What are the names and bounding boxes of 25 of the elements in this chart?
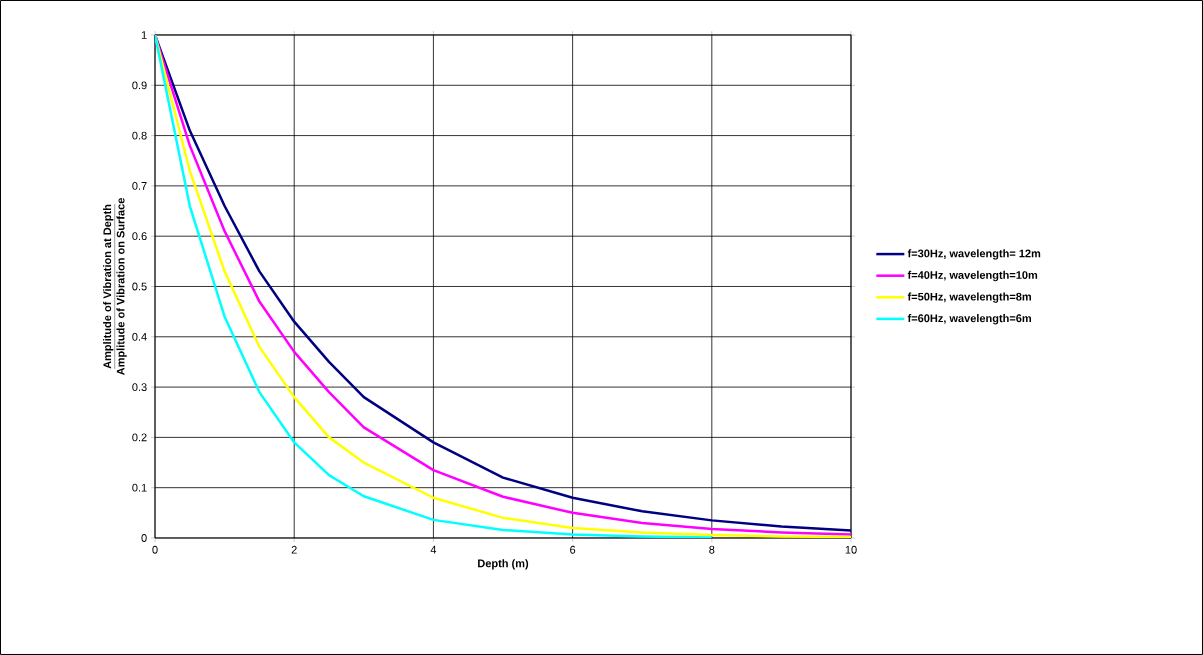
y-tick-label: 0	[141, 534, 147, 542]
y-tick-label: 0.1	[132, 483, 147, 492]
y-axis-title: Amplitude of Vibration at Depth	[103, 204, 114, 369]
y-tick-label: 0.8	[132, 131, 147, 140]
legend-label: f=40Hz, wavelength=10m	[907, 270, 1038, 282]
y-tick-label: 1	[141, 31, 147, 39]
x-tick-label: 0	[152, 545, 158, 554]
y-tick-label: 0.2	[132, 433, 147, 442]
y-tick-label: 0.4	[132, 332, 147, 341]
legend-label: f=50Hz, wavelength=8m	[907, 292, 1031, 303]
x-tick-label: 2	[291, 545, 297, 554]
x-tick-label: 8	[709, 545, 715, 554]
y-tick-label: 0.7	[132, 181, 147, 190]
legend-label: f=30Hz, wavelength= 12m	[907, 249, 1041, 260]
x-axis-title: Depth (m)	[478, 559, 529, 570]
legend-label: f=60Hz, wavelength=6m	[907, 314, 1031, 325]
line-series	[155, 34, 714, 538]
y-tick-label: 0.6	[132, 232, 147, 241]
y-tick-label: 0.9	[132, 81, 147, 90]
x-tick-label: 4	[430, 545, 437, 554]
text: Amplitude of Vibration on Surface	[116, 198, 127, 376]
x-tick-label: 6	[570, 545, 576, 554]
x-tick-label: 10	[845, 545, 857, 554]
y-tick-label: 0.3	[132, 383, 147, 391]
y-tick-label: 0.5	[132, 282, 147, 291]
